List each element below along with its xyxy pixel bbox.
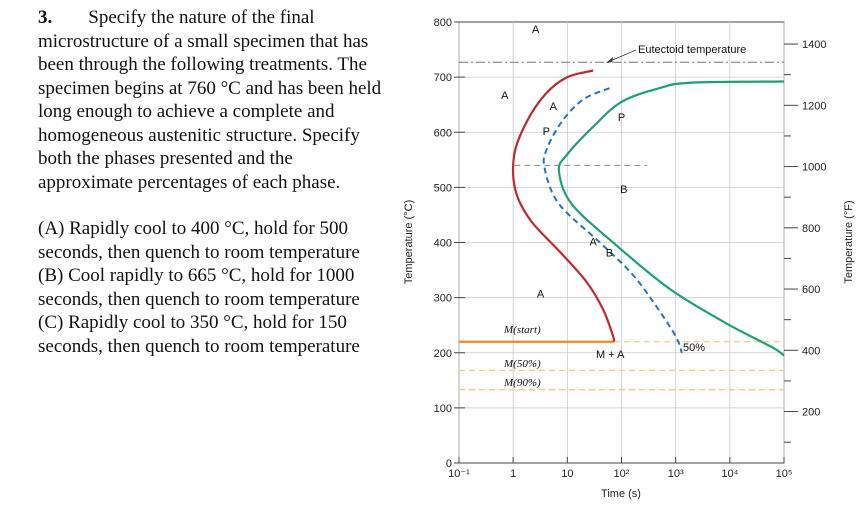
question-text: 3. Specify the nature of the final micros… xyxy=(38,6,390,358)
y-tick-label: 400 xyxy=(434,238,452,250)
x-tick-label: 10⁴ xyxy=(721,468,738,480)
x-tick-label: 10 xyxy=(561,468,573,480)
region-label-pearlite: P xyxy=(618,112,625,124)
option-a: (A) Rapidly cool to 400 °C, hold for 500… xyxy=(38,218,360,263)
y-axis-ticks: 0 100 200 300 400 500 600 700 800 xyxy=(434,17,465,470)
region-label-bainite: B xyxy=(620,184,627,196)
m-plus-a-label: M + A xyxy=(596,349,625,361)
region-label-austenite-mid: A xyxy=(590,236,598,248)
x-tick-label: 10⁵ xyxy=(776,468,793,480)
region-label-austenite-lower: A xyxy=(537,289,545,301)
y-tick-label: 500 xyxy=(434,182,452,194)
region-label-austenite-top: A xyxy=(532,24,540,36)
y-tick-label: 300 xyxy=(434,293,452,305)
x-tick-label: 10³ xyxy=(668,468,684,480)
end-curve xyxy=(557,80,785,357)
region-label-bainite-small: B xyxy=(606,247,613,259)
x-axis-ticks: 10⁻¹ 1 10 10² 10³ 10⁴ 10⁵ xyxy=(448,457,792,480)
start-curve xyxy=(512,69,616,342)
y-tick-label: 600 xyxy=(434,127,452,139)
right-tick-label: 1000 xyxy=(802,162,826,174)
right-tick-label: 600 xyxy=(802,284,820,296)
option-c: (C) Rapidly cool to 350 °C, hold for 150… xyxy=(38,312,360,357)
question-number: 3. xyxy=(38,7,53,28)
curves xyxy=(512,69,785,357)
right-tick-label: 200 xyxy=(802,407,820,419)
right-tick-label: 1400 xyxy=(802,39,826,51)
mstart-label: M(start) xyxy=(503,324,541,336)
y-axis-label-left: Temperature (°C) xyxy=(403,200,415,284)
region-label-austenite-left: A xyxy=(501,90,509,102)
x-tick-label: 1 xyxy=(510,468,516,480)
x-tick-label: 10⁻¹ xyxy=(448,468,470,480)
right-tick-label: 800 xyxy=(802,223,820,235)
m50-label: M(50%) xyxy=(503,358,541,370)
region-label-austenite-small: A xyxy=(550,101,558,113)
y-axis-label-right: Temperature (°F) xyxy=(843,200,855,283)
reference-lines xyxy=(459,61,784,391)
right-axis-ticks: 200 400 600 800 1000 1200 1400 xyxy=(784,39,826,443)
eutectoid-arrow xyxy=(607,49,637,63)
right-tick-label: 1200 xyxy=(802,100,826,112)
eutectoid-arrowhead xyxy=(606,57,613,63)
y-tick-label: 0 xyxy=(446,458,452,470)
question-intro-text: Specify the nature of the final microstr… xyxy=(38,7,382,193)
y-tick-label: 700 xyxy=(434,72,452,84)
x-axis-label: Time (s) xyxy=(601,488,641,500)
eutectoid-label: Eutectoid temperature xyxy=(638,44,746,56)
option-b: (B) Cool rapidly to 665 °C, hold for 100… xyxy=(38,265,360,310)
fifty-percent-label: 50% xyxy=(683,342,705,354)
m90-label: M(90%) xyxy=(503,377,541,389)
y-tick-label: 100 xyxy=(434,403,452,415)
x-tick-label: 10² xyxy=(614,468,630,480)
question-intro: 3. Specify the nature of the final micros… xyxy=(38,6,390,194)
region-label-pearlite-small: P xyxy=(543,126,550,138)
ttt-diagram: 10⁻¹ 1 10 10² 10³ 10⁴ 10⁵ 0 100 200 300 400 500 600 7… xyxy=(403,17,855,500)
right-tick-label: 400 xyxy=(802,345,820,357)
y-tick-label: 800 xyxy=(434,17,452,29)
y-tick-label: 200 xyxy=(434,348,452,360)
